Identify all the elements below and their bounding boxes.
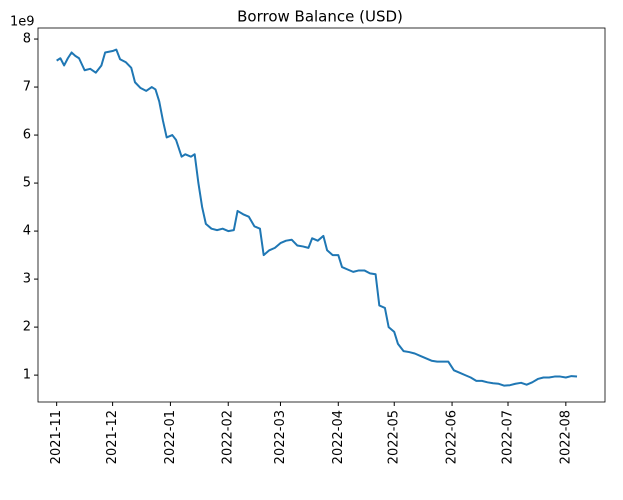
y-tick-label: 1 bbox=[23, 368, 31, 383]
x-tick-label: 2022-05 bbox=[387, 410, 402, 464]
x-tick-label: 2022-04 bbox=[331, 410, 346, 464]
y-tick-label: 6 bbox=[23, 128, 31, 143]
x-tick-label: 2022-06 bbox=[445, 410, 460, 464]
x-tick-label: 2022-07 bbox=[501, 410, 516, 464]
x-tick-label: 2021-11 bbox=[49, 410, 64, 464]
plot-frame bbox=[37, 27, 606, 403]
x-tick-label: 2022-08 bbox=[558, 410, 573, 464]
x-tick-label: 2021-12 bbox=[105, 410, 120, 464]
y-tick-label: 5 bbox=[23, 176, 31, 191]
chart-title: Borrow Balance (USD) bbox=[237, 8, 403, 26]
y-tick-label: 7 bbox=[23, 80, 31, 95]
x-tick-label: 2022-03 bbox=[273, 410, 288, 464]
y-tick-label: 8 bbox=[23, 32, 31, 47]
data-line bbox=[56, 48, 578, 387]
offset-label: 1e9 bbox=[10, 15, 35, 30]
x-tick-label: 2022-01 bbox=[163, 410, 178, 464]
y-tick-label: 4 bbox=[23, 224, 31, 239]
y-tick-label: 2 bbox=[23, 320, 31, 335]
y-tick-label: 3 bbox=[23, 272, 31, 287]
x-tick-label: 2022-02 bbox=[221, 410, 236, 464]
